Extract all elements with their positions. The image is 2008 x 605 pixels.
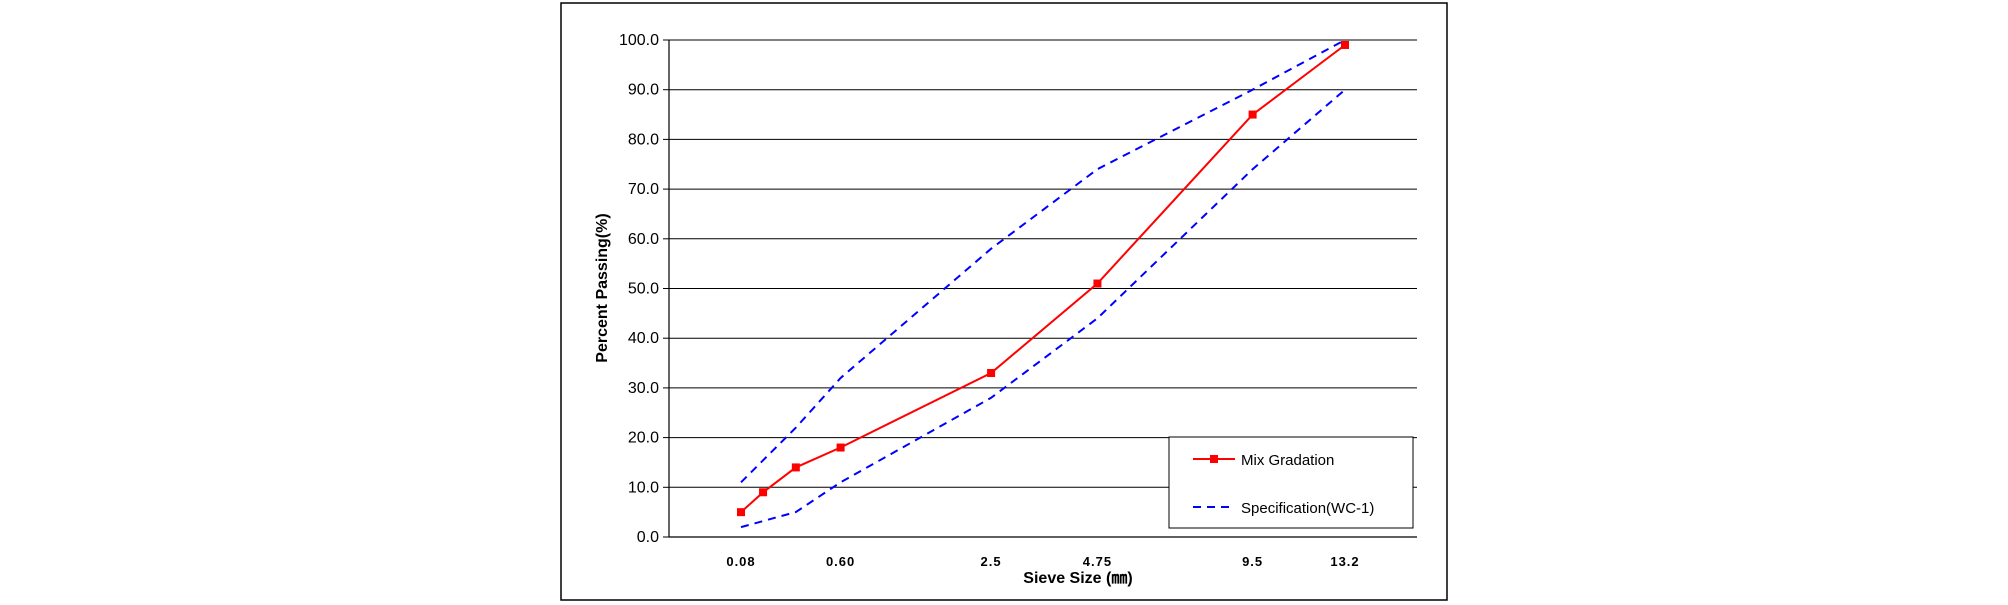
x-tick-label: 2.5 bbox=[981, 554, 1002, 569]
data-point-marker bbox=[987, 368, 996, 377]
legend-marker-mix-gradation bbox=[1210, 455, 1218, 463]
y-axis-title: Percent Passing(%) bbox=[594, 213, 611, 362]
y-tick-label: 70.0 bbox=[628, 181, 659, 198]
y-tick-label: 40.0 bbox=[628, 330, 659, 347]
data-point-marker bbox=[1341, 40, 1349, 49]
y-tick-label: 30.0 bbox=[628, 380, 659, 397]
series-line-1 bbox=[740, 39, 1346, 484]
legend-label-mix-gradation: Mix Gradation bbox=[1241, 452, 1334, 469]
y-tick-label: 0.0 bbox=[637, 529, 659, 546]
x-tick-label: 0.08 bbox=[726, 554, 755, 569]
y-tick-label: 10.0 bbox=[628, 479, 659, 496]
x-tick-label: 0.60 bbox=[826, 554, 855, 569]
y-tick-label: 20.0 bbox=[628, 430, 659, 447]
data-point-marker bbox=[1093, 279, 1102, 288]
y-tick-label: 80.0 bbox=[628, 131, 659, 148]
series-line-0 bbox=[740, 44, 1346, 513]
series bbox=[737, 39, 1349, 529]
data-point-marker bbox=[836, 443, 845, 452]
y-tick-label: 100.0 bbox=[619, 32, 659, 49]
x-tick-label: 9.5 bbox=[1242, 554, 1263, 569]
y-tick-label: 60.0 bbox=[628, 231, 659, 248]
y-tick-label: 50.0 bbox=[628, 281, 659, 298]
series-line-2 bbox=[740, 88, 1346, 529]
y-tick-label: 90.0 bbox=[628, 82, 659, 99]
y-axis-tick-labels: 0.0 10.0 20.0 30.0 40.0 50.0 60.0 70.0 80.0 90.0 1… bbox=[619, 32, 659, 546]
x-tick-label: 4.75 bbox=[1083, 554, 1112, 569]
x-tick-label: 13.2 bbox=[1330, 554, 1359, 569]
data-point-marker bbox=[791, 463, 800, 472]
legend-label-specification: Specification(WC-1) bbox=[1241, 500, 1374, 517]
gridlines bbox=[663, 39, 1417, 538]
legend-box bbox=[1168, 436, 1414, 529]
data-point-marker bbox=[737, 508, 745, 517]
legend: Mix Gradation Specification(WC-1) bbox=[1168, 436, 1414, 529]
data-point-marker bbox=[759, 488, 768, 497]
x-axis-title: Sieve Size (㎜) bbox=[1023, 570, 1132, 587]
data-point-marker bbox=[1248, 110, 1257, 119]
x-axis-tick-labels: 0.08 0.60 2.5 4.75 9.5 13.2 bbox=[726, 554, 1359, 569]
